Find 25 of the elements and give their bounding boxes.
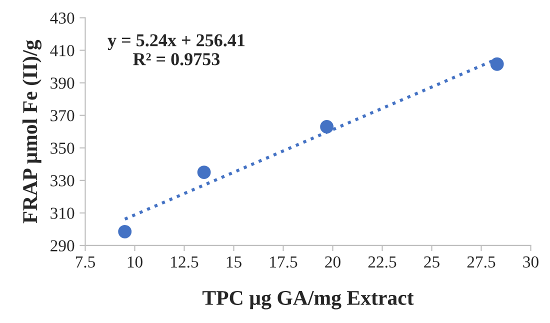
y-tick-label: 310 xyxy=(50,208,74,219)
x-tick-label: 17.5 xyxy=(270,256,298,268)
y-tick-label: 350 xyxy=(50,142,74,154)
y-axis-title: FRAP µmol Fe (II)/g xyxy=(22,40,42,224)
x-tick-label: 30 xyxy=(523,256,538,268)
x-tick-label: 25 xyxy=(424,256,440,268)
y-tick-label: 330 xyxy=(50,175,74,186)
annotation: y = 5.24x + 256.41 R² = 0.9753 xyxy=(108,34,245,66)
y-tick-label: 390 xyxy=(50,78,74,89)
x-tick-label: 7.5 xyxy=(76,256,96,268)
x-tick-label: 10 xyxy=(128,256,142,268)
y-tick-label: 290 xyxy=(50,240,74,252)
x-tick-label: 12.5 xyxy=(171,256,198,268)
point xyxy=(490,57,504,71)
x-tick-label: 15 xyxy=(226,256,242,268)
x-axis-title: TPC µg GA/mg Extract xyxy=(202,290,414,310)
y-tick-label: 410 xyxy=(50,44,74,56)
point xyxy=(118,224,132,238)
x-tick-label: 22.5 xyxy=(368,256,396,268)
x-tick-label: 20 xyxy=(325,256,340,268)
point xyxy=(320,120,334,134)
x-tick-label: 27.5 xyxy=(467,256,496,268)
y-tick-label: 430 xyxy=(50,12,74,24)
point xyxy=(197,166,211,179)
y-tick-label: 370 xyxy=(50,110,74,122)
